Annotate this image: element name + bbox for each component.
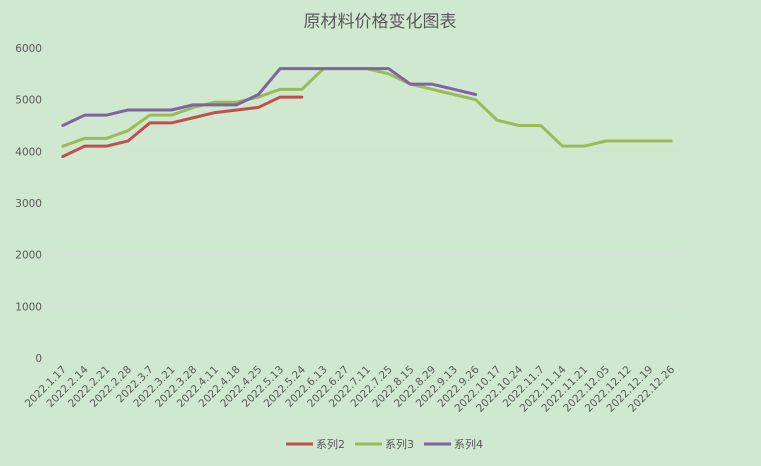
y-tick-label: 5000 [15,95,42,107]
legend-label: 系列4 [454,437,483,451]
y-axis-ticks: 0 1000 2000 3000 4000 5000 6000 [15,43,42,365]
y-tick-label: 1000 [15,301,42,313]
y-tick-label: 4000 [15,146,42,158]
series-line-系列3 [61,67,673,148]
chart-title: 原材料价格变化图表 [304,12,457,32]
legend-label: 系列2 [316,437,345,451]
y-tick-label: 0 [35,353,42,365]
x-axis-ticks: 2022.1.172022.2.142022.2.212022.2.282022… [23,363,678,414]
legend: 系列2 系列3 系列4 [286,437,483,451]
gridlines [52,47,682,359]
series-lines [61,67,673,158]
y-tick-label: 6000 [15,43,42,55]
y-tick-label: 3000 [15,198,42,210]
legend-label: 系列3 [385,437,414,451]
series-line-系列2 [61,95,304,158]
y-tick-label: 2000 [15,250,42,262]
series-line-系列4 [61,67,478,127]
